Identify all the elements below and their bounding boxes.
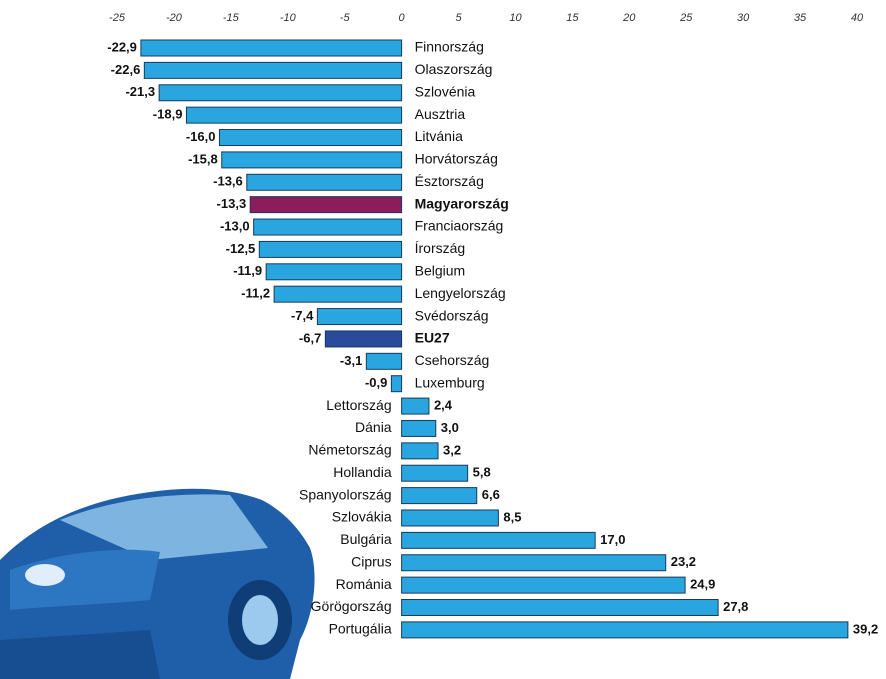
category-label: Németország: [308, 442, 391, 458]
value-label: -11,2: [241, 286, 270, 301]
x-tick-label: 30: [737, 12, 750, 24]
x-tick-label: -10: [280, 12, 297, 24]
value-label: -13,0: [220, 218, 250, 233]
x-tick-label: 0: [399, 12, 406, 24]
category-label: Lettország: [326, 397, 391, 413]
bar: [402, 488, 477, 504]
bar: [250, 197, 401, 213]
category-label: Szlovákia: [332, 509, 392, 525]
x-tick-label: -25: [109, 12, 126, 24]
category-label: EU27: [415, 330, 450, 346]
bar: [325, 331, 401, 347]
bar: [141, 40, 402, 56]
x-tick-label: 25: [679, 12, 693, 24]
x-tick-label: 20: [622, 12, 636, 24]
x-tick-label: 10: [509, 12, 522, 24]
value-label: -15,8: [188, 151, 218, 166]
bar: [402, 443, 438, 459]
bar: [402, 577, 685, 593]
bar: [402, 555, 666, 571]
x-tick-label: 35: [794, 12, 807, 24]
value-label: 3,0: [441, 420, 459, 435]
bar: [402, 398, 429, 414]
category-label: Litvánia: [415, 128, 463, 144]
category-label: Lengyelország: [415, 285, 506, 301]
value-label: -3,1: [340, 353, 362, 368]
category-label: Hollandia: [333, 464, 392, 480]
chart: -25 -20 -15 -10 -5 0 5 10 15 20 25 30 35 40 Finnország…: [0, 0, 886, 679]
value-label: -6,7: [299, 330, 321, 345]
bar: [247, 174, 402, 190]
category-label: Olaszország: [415, 61, 493, 77]
x-tick-label: -20: [166, 12, 183, 24]
bar: [159, 85, 401, 101]
category-label: Szlovénia: [415, 83, 476, 99]
category-label: Luxemburg: [415, 374, 485, 390]
bar: [254, 219, 402, 235]
category-label: Észtország: [415, 173, 484, 189]
category-label: Svédország: [415, 307, 489, 323]
value-label: -13,6: [213, 174, 243, 189]
bar: [222, 152, 402, 168]
bar: [274, 286, 402, 302]
x-tick-label: 15: [566, 12, 579, 24]
x-tick-label: -5: [340, 12, 351, 24]
x-tick-label: 5: [455, 12, 462, 24]
bar: [219, 130, 401, 146]
value-label: 23,2: [671, 554, 696, 569]
bar: [391, 376, 401, 392]
bar: [402, 465, 468, 481]
value-label: 39,2: [853, 621, 878, 636]
bar: [259, 241, 401, 257]
value-label: 5,8: [473, 465, 491, 480]
bar: [402, 510, 499, 526]
value-label: 2,4: [434, 398, 453, 413]
value-label: 3,2: [443, 442, 461, 457]
category-label: Ciprus: [351, 553, 391, 569]
value-label: 8,5: [503, 509, 521, 524]
category-label: Románia: [336, 576, 392, 592]
value-label: -21,3: [125, 84, 155, 99]
category-label: Magyarország: [415, 195, 509, 211]
category-label: Belgium: [415, 263, 466, 279]
x-tick-label: -15: [223, 12, 240, 24]
value-label: -13,3: [217, 196, 247, 211]
category-label: Portugália: [329, 621, 392, 637]
value-label: -22,9: [107, 39, 137, 54]
value-label: -12,5: [226, 241, 256, 256]
category-label: Írország: [415, 240, 466, 256]
category-label: Finnország: [415, 39, 484, 55]
value-label: 17,0: [600, 532, 625, 547]
bar: [186, 107, 401, 123]
value-label: -16,0: [186, 129, 216, 144]
category-label: Dánia: [355, 419, 392, 435]
category-label: Horvátország: [415, 151, 498, 167]
bar: [266, 264, 401, 280]
value-label: 24,9: [690, 577, 715, 592]
value-label: -0,9: [365, 375, 387, 390]
bar: [402, 420, 436, 436]
bar: [402, 622, 848, 638]
category-label: Ausztria: [415, 106, 466, 122]
category-label: Spanyolország: [299, 486, 392, 502]
value-label: -7,4: [291, 308, 314, 323]
value-label: -22,6: [111, 62, 141, 77]
bar: [402, 600, 718, 616]
bar: [317, 309, 401, 325]
category-label: Bulgária: [340, 531, 392, 547]
value-label: 6,6: [482, 487, 500, 502]
bar: [366, 353, 401, 369]
bar: [402, 532, 596, 548]
category-label: Csehország: [415, 352, 490, 368]
bar: [144, 62, 401, 78]
value-label: -11,9: [233, 263, 262, 278]
value-label: -18,9: [153, 107, 183, 122]
category-label: Franciaország: [415, 218, 504, 234]
x-tick-label: 40: [851, 12, 864, 24]
category-label: Görögország: [311, 598, 392, 614]
car-illustration: [0, 489, 315, 679]
value-label: 27,8: [723, 599, 748, 614]
